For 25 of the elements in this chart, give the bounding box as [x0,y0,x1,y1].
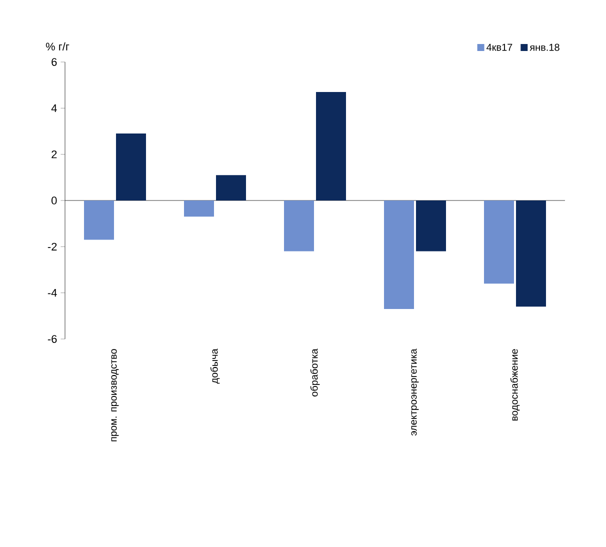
bar [184,200,214,217]
y-tick-label: -6 [48,335,57,343]
bar [116,134,146,200]
y-tick-label: -4 [48,289,57,297]
y-tick-label: 6 [52,58,57,66]
y-tick-label: 0 [52,196,57,204]
legend-label: 4кв17 [486,44,512,51]
y-tick-label: -2 [48,242,57,250]
bar [416,200,446,252]
x-tick-label: добыча [210,348,220,384]
bar [284,200,314,252]
bar [484,200,514,284]
x-tick-label: обработка [310,348,320,396]
legend-label: янв.18 [530,44,560,51]
y-axis-title: % г/г [46,42,70,50]
y-tick-label: 2 [52,150,57,158]
x-tick-label: пром. производство [111,349,119,442]
bar [384,200,414,309]
x-tick-label: водоснабжение [510,349,520,421]
x-tick-label: электроэнергетика [411,348,419,436]
bar [84,200,114,240]
y-tick-label: 4 [51,104,57,112]
bar [216,175,246,200]
bar [316,92,346,200]
bar [516,200,546,307]
